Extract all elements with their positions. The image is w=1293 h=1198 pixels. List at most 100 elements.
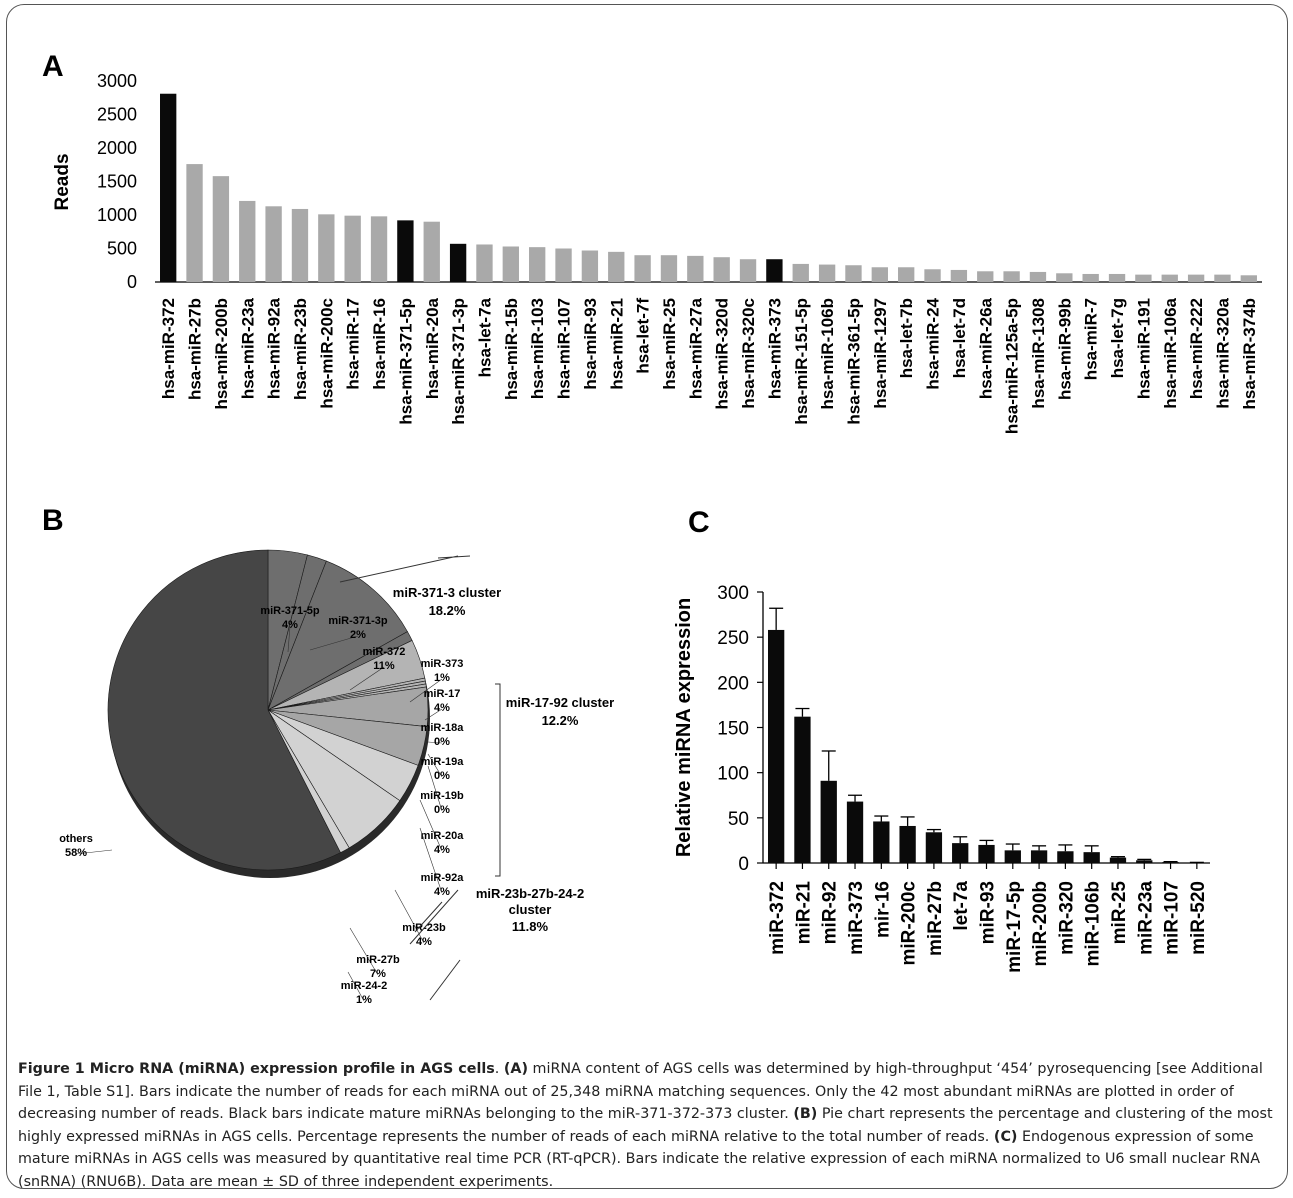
pie-slice-pct: 1%	[356, 994, 372, 1006]
x-tick-label: hsa-miR-200c	[317, 298, 336, 409]
x-tick-label: hsa-miR-103	[528, 298, 547, 399]
panel-label-c: C	[688, 506, 710, 539]
caption-tag-c: (C)	[993, 1128, 1018, 1145]
pie-slice-label: others	[59, 833, 93, 845]
pie-leader-line	[419, 799, 443, 852]
pie-leader-line	[349, 666, 385, 691]
caption-paragraph: Figure 1 Micro RNA (miRNA) expression pr…	[18, 1058, 1280, 1193]
pie-slice-pct: 4%	[282, 619, 298, 631]
pie-slice-pct: 4%	[434, 844, 450, 856]
y-tick-label: 1000	[97, 205, 137, 225]
caption-text-b: Pie chart represents the percentage and …	[18, 1106, 1273, 1145]
pie-slice-pct: 58%	[65, 847, 87, 859]
cluster-label: miR-17-92 cluster	[506, 695, 614, 710]
bar	[1029, 271, 1047, 282]
x-tick-label: hsa-miR-151-5p	[792, 298, 811, 425]
pie-slice-pct: 2%	[350, 629, 366, 641]
pie-leader-line	[424, 708, 443, 721]
bar	[476, 244, 493, 282]
pie-slice-label: miR-20a	[421, 830, 465, 842]
bar	[502, 246, 519, 282]
pie-leader-line	[287, 625, 291, 653]
x-tick-label: miR-93	[978, 881, 999, 944]
bar	[820, 780, 837, 863]
bar	[1083, 852, 1100, 863]
cluster-label: cluster	[509, 902, 552, 917]
x-tick-label: hsa-miR-372	[159, 298, 178, 399]
bar	[397, 220, 414, 282]
figure-frame	[6, 4, 1288, 1189]
cluster-bracket	[409, 889, 461, 1001]
x-tick-label: hsa-miR-107	[555, 298, 574, 399]
bar	[449, 243, 467, 282]
pie-slice-label: miR-27b	[356, 954, 400, 966]
x-tick-label: hsa-miR-24	[924, 297, 943, 389]
x-tick-label: hsa-miR-15b	[502, 298, 521, 400]
bar	[634, 255, 651, 282]
caption-tag-b: (B)	[793, 1106, 818, 1122]
x-tick-label: mir-16	[872, 881, 893, 938]
y-tick-label: 1500	[97, 172, 137, 192]
x-tick-label: let-7a	[951, 881, 972, 931]
figure-caption: Figure 1 Micro RNA (miRNA) expression pr…	[18, 1058, 1280, 1193]
pie-leader-line	[75, 849, 113, 855]
y-tick-label: 300	[717, 583, 749, 604]
bar	[1161, 274, 1178, 282]
bar	[1162, 862, 1179, 863]
pie-slice	[267, 560, 408, 711]
bar	[713, 257, 730, 282]
pie-slice-pct: 7%	[370, 968, 386, 980]
bar	[794, 716, 811, 863]
x-tick-label: miR-107	[1162, 881, 1183, 955]
bar	[1109, 857, 1127, 863]
bar	[898, 267, 915, 282]
x-tick-label: miR-320	[1056, 881, 1077, 955]
x-tick-label: hsa-let-7b	[897, 298, 916, 378]
x-tick-label: hsa-miR-106b	[818, 298, 837, 409]
pie-leader-line	[419, 827, 443, 894]
bar	[1214, 274, 1231, 282]
x-tick-label: hsa-miR-20a	[423, 297, 442, 399]
x-tick-label: hsa-miR-93	[581, 298, 600, 390]
bar	[160, 93, 177, 282]
bar	[1108, 273, 1126, 282]
bar	[952, 843, 969, 863]
x-tick-label: hsa-miR-17	[344, 298, 363, 390]
bar	[1187, 274, 1205, 282]
pie-slice-pct: 4%	[434, 886, 450, 898]
y-tick-label: 0	[127, 272, 137, 292]
x-tick-label: hsa-miR-371-3p	[449, 298, 468, 425]
pie-slice-label: miR-92a	[421, 872, 465, 884]
caption-tag-a: (A)	[503, 1061, 529, 1077]
cluster-pct: 12.2%	[542, 713, 579, 728]
x-tick-label: hsa-miR-320d	[713, 298, 732, 409]
cluster-label: miR-23b-27b-24-2	[476, 886, 584, 901]
x-tick-label: miR-17-5p	[1004, 881, 1025, 973]
x-tick-label: miR-373	[846, 881, 867, 955]
bar	[739, 259, 757, 282]
y-tick-label: 150	[717, 719, 749, 740]
caption-separator: .	[494, 1061, 504, 1077]
bar	[925, 832, 943, 863]
chart-a: 0 500 1000 1500 2000 2500 3000 Reads hsa-miR-372…	[52, 71, 1262, 434]
x-tick-label: hsa-miR-373	[765, 298, 784, 399]
caption-figure-label: Figure 1 Micro RNA (miRNA) expression pr…	[18, 1061, 495, 1077]
x-tick-label: hsa-miR-16	[370, 298, 389, 390]
x-tick-label: hsa-miR-27b	[186, 298, 205, 400]
x-tick-label: hsa-miR-374b	[1240, 298, 1259, 409]
pie-slice-pct: 0%	[434, 804, 450, 816]
bar	[660, 255, 678, 282]
x-tick-label: miR-23a	[1135, 881, 1156, 955]
x-tick-label: miR-372	[767, 881, 788, 955]
x-tick-label: hsa-miR-320a	[1213, 297, 1232, 408]
pie-slice-pct: 0%	[434, 736, 450, 748]
bar	[555, 248, 572, 282]
x-tick-label: hsa-miR-200b	[212, 298, 231, 409]
x-tick-label: miR-200c	[899, 881, 920, 966]
x-tick-label: miR-21	[793, 881, 814, 945]
y-tick-label: 2000	[97, 138, 137, 158]
caption-text-c: Endogenous expression of some mature miR…	[18, 1128, 1261, 1190]
y-tick-label: 2500	[97, 105, 137, 125]
x-tick-label: hsa-let-7d	[950, 298, 969, 378]
pie-slice	[107, 549, 341, 871]
